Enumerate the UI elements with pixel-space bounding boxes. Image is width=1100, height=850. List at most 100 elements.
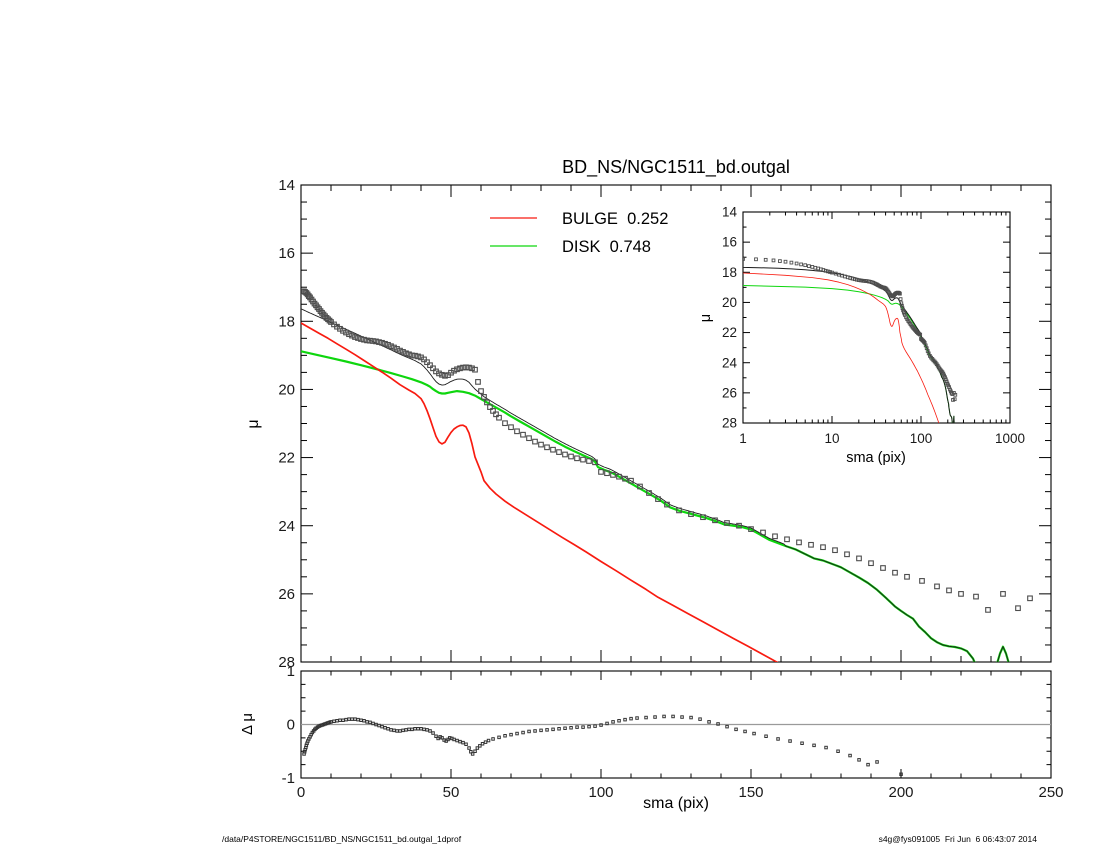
data-point [451,367,457,374]
data-point [637,483,643,490]
data-point [383,726,387,730]
data-point [655,496,661,502]
data-point [394,346,400,352]
inset-log-panel: 14 16 18 20 22 24 26 281 10 100 1000 [722,205,1025,446]
tick-marks [300,184,1052,663]
x-axis-label: sma (pix) [643,795,709,812]
data-point [778,259,782,263]
data-point [359,718,363,722]
data-point [460,364,466,371]
y-tick-label: 14 [278,177,295,194]
data-point [856,278,861,282]
data-point [789,260,794,265]
data-point [943,377,948,382]
y-tick-label: 22 [722,325,737,340]
data-point [904,573,910,580]
y-tick-label: 24 [722,355,738,370]
tick-marks [742,211,1011,424]
data-point [898,297,903,301]
data-point [892,569,898,576]
data-point [401,728,405,733]
data-point [538,441,544,448]
legend-bulge-label: BULGE 0.252 [562,210,668,228]
data-point [736,522,742,529]
page-title: BD_NS/NGC1511_bd.outgal [562,157,790,178]
data-point [946,587,952,594]
data-point [370,338,376,344]
data-point [823,268,828,273]
data-point [466,364,472,371]
data-point [551,727,555,732]
data-point [487,404,493,410]
data-point [743,257,745,261]
data-point [424,359,430,366]
data-point [943,375,947,380]
data-point [952,397,957,402]
inset-observed-points [743,257,958,402]
residual-points [302,714,903,776]
data-point [671,714,675,719]
data-point [836,749,840,753]
data-point [857,758,861,762]
data-point [416,727,420,731]
data-point [368,720,372,725]
data-point [568,453,574,460]
x-tick-label: 1000 [995,431,1025,446]
data-point [556,449,562,455]
data-point [662,714,666,719]
data-point [958,591,964,597]
data-point [332,719,336,723]
data-point [425,728,429,732]
data-point [593,724,597,728]
data-point [478,388,484,394]
y-tick-label: 28 [722,416,737,431]
axes-frame [742,211,1011,424]
data-point [335,719,339,723]
data-point [875,760,879,764]
data-point [469,750,473,754]
data-point [341,718,345,722]
inset-x-axis-label: sma (pix) [846,450,906,466]
data-point [508,424,514,431]
data-point [493,411,499,418]
data-point [457,365,463,372]
data-point [605,721,609,726]
data-point [532,438,538,445]
data-point [918,332,923,337]
data-point [813,265,818,270]
data-point [389,728,393,732]
data-point [611,720,615,724]
data-point [409,352,415,359]
data-point [837,272,841,277]
y-tick-label: 14 [722,205,738,220]
data-point [391,344,397,351]
data-point [917,332,922,336]
data-point [771,258,776,263]
data-point [322,313,328,320]
inset-disk-line [743,285,955,423]
data-point [521,730,525,735]
data-point [395,729,399,733]
bulge-line [301,322,779,662]
data-point [569,726,573,730]
data-point [436,370,442,377]
data-point [635,716,639,720]
data-point [490,408,496,414]
data-point [772,533,778,540]
data-point [707,720,711,724]
inset-bulge-line [743,272,940,423]
data-point [644,715,648,720]
data-point [398,729,402,733]
data-point [473,749,477,753]
data-point [748,526,754,532]
data-point [599,723,603,727]
x-tick-label: 100 [910,431,933,446]
data-point [763,257,768,262]
data-point [520,431,526,438]
data-point [376,339,382,345]
data-point [776,737,780,741]
data-point [629,716,633,721]
